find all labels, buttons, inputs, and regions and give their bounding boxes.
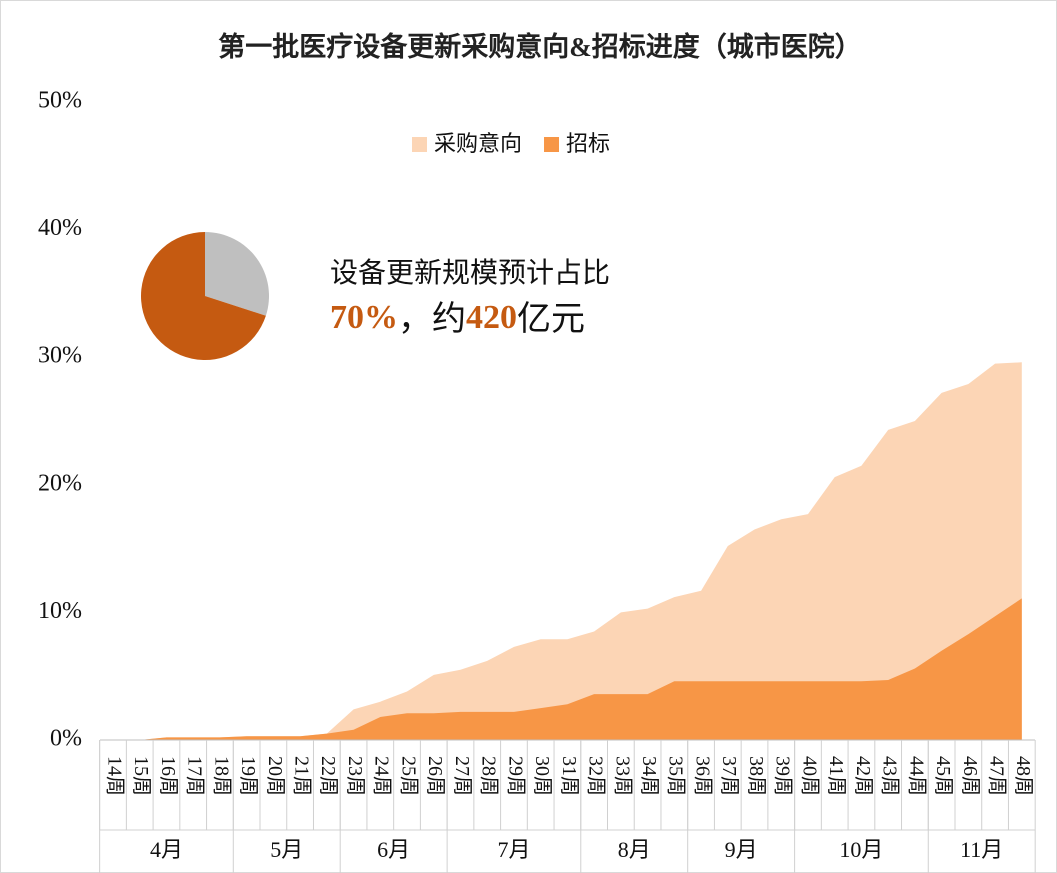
legend-swatch: [412, 137, 427, 152]
annotation-line2: 70%，约420亿元: [330, 299, 585, 339]
x-tick-label: 43周: [879, 756, 901, 796]
x-tick-label: 37周: [718, 756, 740, 796]
x-tick-label: 31周: [558, 756, 580, 796]
x-tick-label: 20周: [264, 756, 286, 796]
x-tick-label: 32周: [585, 756, 607, 796]
month-label: 6月: [377, 837, 410, 862]
x-tick-label: 48周: [1012, 756, 1034, 796]
y-tick-label: 50%: [38, 88, 82, 114]
x-tick-label: 38周: [745, 756, 767, 796]
x-tick-label: 40周: [798, 756, 820, 796]
x-tick-label: 14周: [103, 756, 125, 796]
x-tick-label: 45周: [932, 756, 954, 796]
x-tick-label: 21周: [291, 756, 313, 796]
annotation-unit: 亿元: [517, 299, 585, 339]
annotation-amount: 420: [466, 299, 517, 336]
x-tick-label: 41周: [825, 756, 847, 796]
y-tick-label: 10%: [38, 598, 82, 624]
y-tick-label: 30%: [38, 343, 82, 369]
y-tick-label: 0%: [50, 726, 82, 752]
x-tick-label: 16周: [157, 756, 179, 796]
x-tick-label: 34周: [638, 756, 660, 796]
x-tick-label: 23周: [344, 756, 366, 796]
x-tick-label: 27周: [451, 756, 473, 796]
x-tick-label: 39周: [772, 756, 794, 796]
month-label: 5月: [270, 837, 303, 862]
x-tick-label: 22周: [317, 756, 339, 796]
month-label: 4月: [150, 837, 183, 862]
pie-slice: [141, 232, 266, 360]
area: [113, 598, 1022, 740]
month-label: 8月: [618, 837, 651, 862]
x-tick-label: 29周: [504, 756, 526, 796]
x-tick-label: 46周: [959, 756, 981, 796]
month-label: 10月: [839, 837, 883, 862]
x-tick-label: 17周: [184, 756, 206, 796]
x-tick-label: 33周: [611, 756, 633, 796]
month-label: 7月: [497, 837, 530, 862]
x-tick-label: 28周: [478, 756, 500, 796]
x-tick-label: 47周: [985, 756, 1007, 796]
x-tick-label: 44周: [905, 756, 927, 796]
month-label: 11月: [960, 837, 1003, 862]
x-tick-label: 24周: [371, 756, 393, 796]
chart-title: 第一批医疗设备更新采购意向&招标进度（城市医院）: [218, 31, 862, 62]
area: [113, 362, 1022, 740]
legend-swatch: [544, 137, 560, 152]
annotation-line1: 设备更新规模预计占比: [330, 256, 610, 289]
pie-slice: [205, 232, 269, 316]
x-tick-label: 30周: [531, 756, 553, 796]
x-tick-label: 26周: [424, 756, 446, 796]
x-tick-label: 36周: [691, 756, 713, 796]
x-tick-label: 42周: [852, 756, 874, 796]
annotation-share: 70%: [330, 299, 398, 336]
y-tick-label: 20%: [38, 470, 82, 496]
y-tick-label: 40%: [38, 215, 82, 241]
annotation-mid: ，约: [398, 299, 466, 339]
x-tick-label: 19周: [237, 756, 259, 796]
x-tick-label: 35周: [665, 756, 687, 796]
legend-label: 采购意向: [434, 132, 522, 157]
legend-label: 招标: [566, 132, 610, 157]
month-label: 9月: [725, 837, 758, 862]
x-tick-label: 15周: [130, 756, 152, 796]
x-tick-label: 25周: [397, 756, 419, 796]
x-tick-label: 18周: [210, 756, 232, 796]
